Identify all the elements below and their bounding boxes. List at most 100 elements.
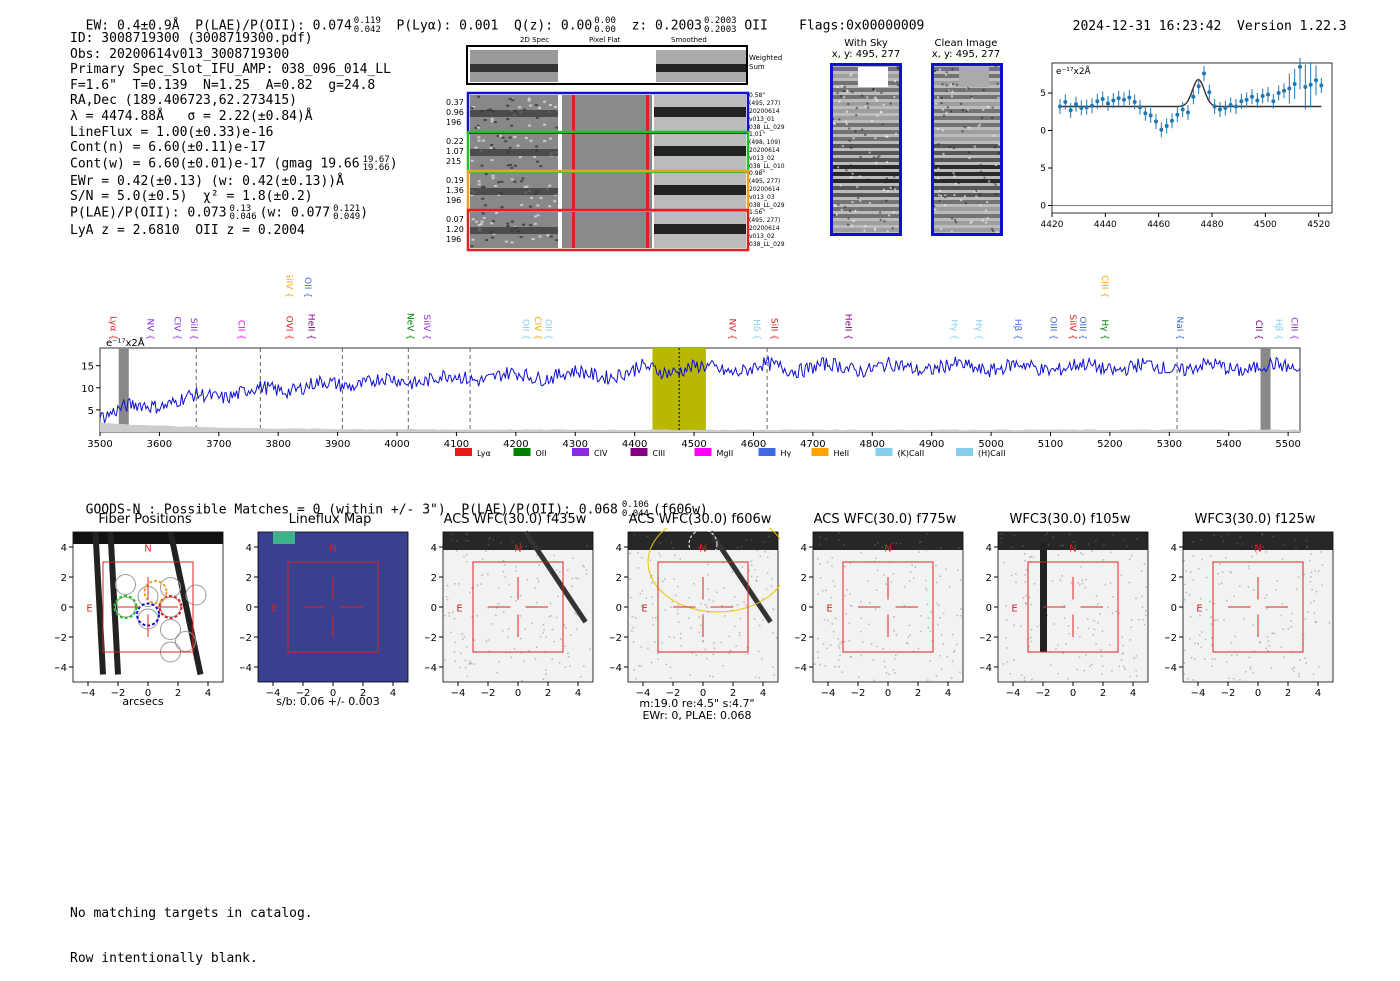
sky-noise — [856, 186, 859, 189]
spec2d-pixel — [482, 139, 486, 142]
sky-noise — [983, 176, 986, 179]
sky-noise — [880, 91, 883, 94]
spec2d-pixel — [529, 104, 533, 107]
spec2d-pixel — [470, 159, 474, 162]
sky-stripe — [832, 193, 900, 197]
cutout-grain — [746, 646, 749, 649]
sky-noise — [893, 175, 896, 178]
cutout-grain — [1032, 556, 1035, 559]
sky-noise — [938, 68, 941, 71]
cutout-grain — [647, 647, 649, 649]
cutout-grain — [544, 669, 547, 671]
sky-stripe — [933, 221, 1001, 225]
sky-stripe — [832, 102, 900, 106]
cutout-grain — [938, 604, 940, 607]
cutout-grain — [1203, 658, 1206, 660]
info-plae-w-hi: 0.121 — [333, 203, 361, 214]
sky-noise — [960, 102, 963, 105]
cutout-grain — [721, 605, 723, 607]
catalog-hi: 0.106 — [621, 500, 649, 510]
cutout-grain — [1192, 555, 1195, 557]
cutout-grain — [716, 591, 718, 593]
spec2d-pixel — [538, 106, 542, 109]
sky-noise — [945, 73, 948, 76]
sky-stripe — [832, 179, 900, 183]
cutout-grain — [926, 589, 928, 591]
cutout-grain — [1192, 578, 1195, 581]
cutout-grain — [1307, 610, 1310, 613]
spectrum-line-label: NaI { — [1174, 317, 1184, 341]
cutout-grain — [564, 666, 567, 669]
sky-noise — [832, 118, 835, 121]
pixel-flat-bad — [572, 212, 575, 248]
cutout-grain — [883, 660, 886, 663]
cutout-grain — [1244, 670, 1247, 673]
east-label: E — [456, 604, 462, 615]
cutout-grain — [1294, 538, 1297, 541]
match-circle — [688, 529, 718, 559]
cutout-grain — [754, 676, 757, 679]
sky-noise — [851, 91, 854, 94]
cutout-grain — [558, 571, 561, 573]
cutout-grain — [673, 554, 676, 556]
cutout-grain — [534, 658, 537, 660]
cutout-grain — [583, 566, 585, 568]
cutout-grain — [1129, 675, 1131, 678]
spec2d-pixel — [510, 241, 514, 244]
spectrum-line-label: SiII { — [768, 318, 778, 340]
weighted-label: Weighted — [749, 54, 782, 62]
legend-swatch — [956, 448, 973, 456]
spec2d-pixel — [491, 220, 495, 223]
cutout-grain — [860, 551, 862, 554]
fiber-streak — [167, 531, 204, 676]
cutout-grain — [1253, 588, 1255, 591]
cutout-grain — [651, 574, 653, 577]
cutout-grain — [1199, 539, 1202, 541]
smoothed-trace — [654, 146, 746, 156]
sky-frame — [931, 63, 1003, 236]
cutout-grain — [471, 587, 473, 589]
cutout-grain — [1226, 661, 1228, 663]
spec2d-pixel — [543, 100, 547, 103]
cutout-ytick-label: −2 — [55, 633, 67, 644]
cutout-grain — [545, 636, 547, 638]
cutout-grain — [489, 536, 491, 539]
cutout-grain — [827, 619, 829, 622]
north-label: N — [329, 544, 336, 555]
cutout-grain — [637, 552, 639, 554]
cutout-grain — [1080, 566, 1082, 568]
spec2d-pixel — [535, 145, 539, 148]
fit-point — [1266, 92, 1270, 97]
cutout-ytick-label: −4 — [795, 663, 807, 674]
cutout-grain — [948, 586, 951, 588]
sky-noise — [892, 211, 895, 214]
detection-info: ID: 3008719300 (3008719300.pdf) Obs: 202… — [70, 31, 398, 239]
cutout-ytick-label: 2 — [616, 573, 622, 584]
smoothed-trace — [654, 224, 746, 234]
sky-noise — [896, 65, 899, 68]
sky-noise — [964, 202, 967, 205]
sky-noise — [885, 177, 888, 180]
spec2d-pixel — [524, 136, 528, 139]
cutout-grain — [640, 665, 642, 668]
cutout-grain — [536, 601, 538, 604]
cutout-grain — [1015, 581, 1017, 584]
cutout-grain — [755, 579, 757, 582]
cutout-grain — [859, 600, 862, 603]
cutout-grain — [885, 583, 887, 585]
spec2d-pixel — [474, 220, 478, 223]
sky-stripe — [832, 95, 900, 99]
spec2d-col-title: Pixel Flat — [589, 36, 621, 44]
cutout-grain — [1005, 605, 1007, 607]
cutout-grain — [1081, 579, 1084, 582]
sky-noise — [937, 143, 940, 146]
cutout-grain — [907, 642, 909, 645]
spectrum-line-label: SiII { — [188, 318, 198, 340]
spectrum-xtick-label: 4200 — [503, 439, 528, 450]
cutout-grain — [819, 577, 822, 579]
cutout-grain — [956, 614, 959, 617]
spec2d-pixel — [509, 164, 513, 167]
sky-stripe — [832, 200, 900, 204]
cutout-bg — [997, 531, 1149, 683]
